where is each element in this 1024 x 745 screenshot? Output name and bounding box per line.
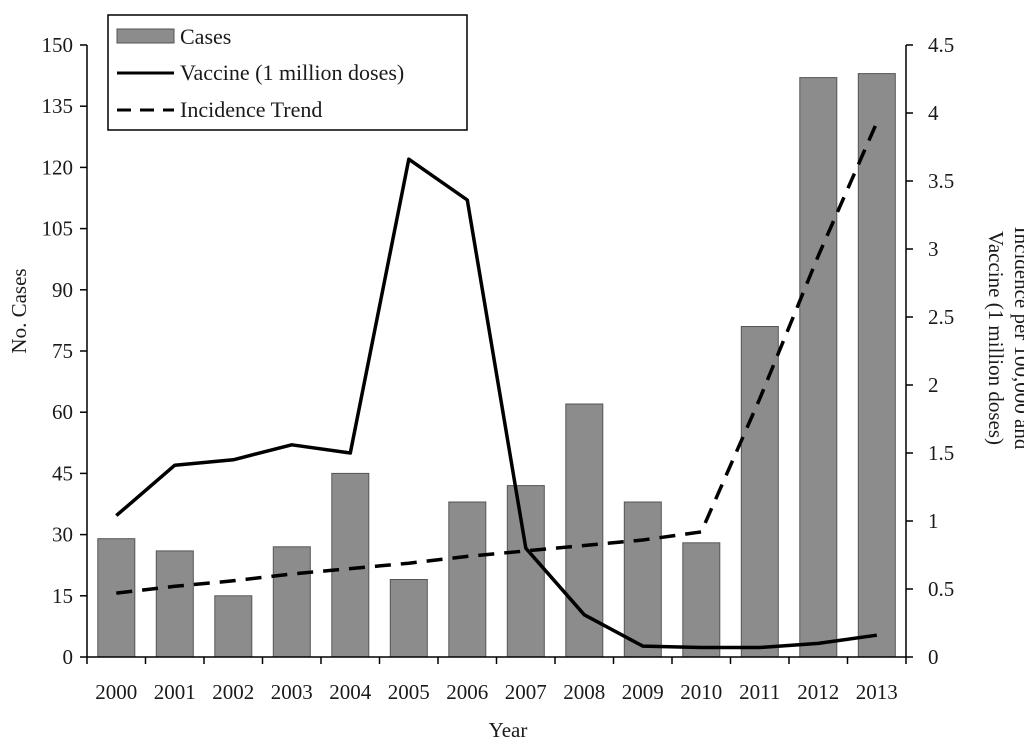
x-tick-label-2001: 2001 bbox=[154, 680, 196, 704]
y-tick-label: 135 bbox=[42, 94, 74, 118]
x-tick-label-2002: 2002 bbox=[212, 680, 254, 704]
x-tick-label-2013: 2013 bbox=[856, 680, 898, 704]
bar-2000 bbox=[97, 538, 136, 658]
x-tick-label-2006: 2006 bbox=[446, 680, 488, 704]
y2-tick-label: 2 bbox=[928, 373, 939, 397]
y-axis-title: No. Cases bbox=[7, 268, 31, 353]
y-tick-label: 30 bbox=[52, 523, 73, 547]
bar-2009 bbox=[623, 501, 662, 658]
y-tick-label: 60 bbox=[52, 400, 73, 424]
bar-2013 bbox=[857, 73, 896, 658]
bar-2008 bbox=[565, 403, 604, 658]
y-tick-label: 150 bbox=[42, 33, 74, 57]
y2-tick-label: 1 bbox=[928, 509, 939, 533]
bar-2007 bbox=[506, 485, 545, 658]
y2-tick-label: 0.5 bbox=[928, 577, 954, 601]
y2-axis-title-line-2: Vaccine (1 million doses) bbox=[984, 231, 1008, 445]
y2-tick-label: 2.5 bbox=[928, 305, 954, 329]
x-tick-label-2010: 2010 bbox=[680, 680, 722, 704]
y2-tick-label: 0 bbox=[928, 645, 939, 669]
vaccine-line bbox=[115, 157, 878, 650]
y2-tick-label: 3.5 bbox=[928, 169, 954, 193]
y2-axis-title-line-1: Incidence per 100,000 and bbox=[1010, 227, 1024, 450]
x-tick-label-2012: 2012 bbox=[797, 680, 839, 704]
bar-2012 bbox=[799, 77, 838, 658]
incidence-trend-line bbox=[116, 121, 879, 595]
x-tick-label-2009: 2009 bbox=[622, 680, 664, 704]
legend-label-cases: Cases bbox=[180, 24, 231, 49]
y-tick-label: 45 bbox=[52, 461, 73, 485]
legend-swatch-cases bbox=[116, 28, 175, 44]
bars-layer bbox=[97, 73, 896, 658]
bar-2006 bbox=[448, 501, 487, 658]
bar-2001 bbox=[155, 550, 194, 658]
y-tick-label: 0 bbox=[63, 645, 74, 669]
y-tick-label: 90 bbox=[52, 278, 73, 302]
x-axis-title: Year bbox=[489, 718, 528, 740]
bar-2011 bbox=[740, 326, 779, 658]
bar-2003 bbox=[272, 546, 311, 658]
x-tick-label-2000: 2000 bbox=[95, 680, 137, 704]
y2-tick-label: 4 bbox=[928, 101, 939, 125]
legend: Cases Vaccine (1 million doses) Incidenc… bbox=[107, 14, 468, 131]
y-tick-label: 15 bbox=[52, 584, 73, 608]
x-tick-label-2008: 2008 bbox=[563, 680, 605, 704]
x-tick-label-2005: 2005 bbox=[388, 680, 430, 704]
y-tick-label: 120 bbox=[42, 155, 74, 179]
legend-label-incidence-trend: Incidence Trend bbox=[180, 97, 322, 122]
y-tick-label: 75 bbox=[52, 339, 73, 363]
bar-2004 bbox=[331, 472, 370, 658]
x-tick-label-2007: 2007 bbox=[505, 680, 547, 704]
lines-layer bbox=[115, 121, 879, 650]
bar-2010 bbox=[682, 542, 721, 658]
bar-2002 bbox=[214, 595, 253, 658]
ticks-layer: 0 15 30 45 60 75 90 105 120 135 150 0 0.5 1 1.5 2 2.5 3 3.… bbox=[42, 33, 955, 704]
bar-2005 bbox=[389, 579, 428, 658]
y2-tick-label: 1.5 bbox=[928, 441, 954, 465]
y-tick-label: 105 bbox=[42, 217, 74, 241]
x-tick-label-2004: 2004 bbox=[329, 680, 372, 704]
x-tick-label-2011: 2011 bbox=[739, 680, 780, 704]
y2-tick-label: 3 bbox=[928, 237, 939, 261]
legend-label-vaccine: Vaccine (1 million doses) bbox=[180, 60, 404, 85]
y2-tick-label: 4.5 bbox=[928, 33, 954, 57]
x-tick-label-2003: 2003 bbox=[271, 680, 313, 704]
